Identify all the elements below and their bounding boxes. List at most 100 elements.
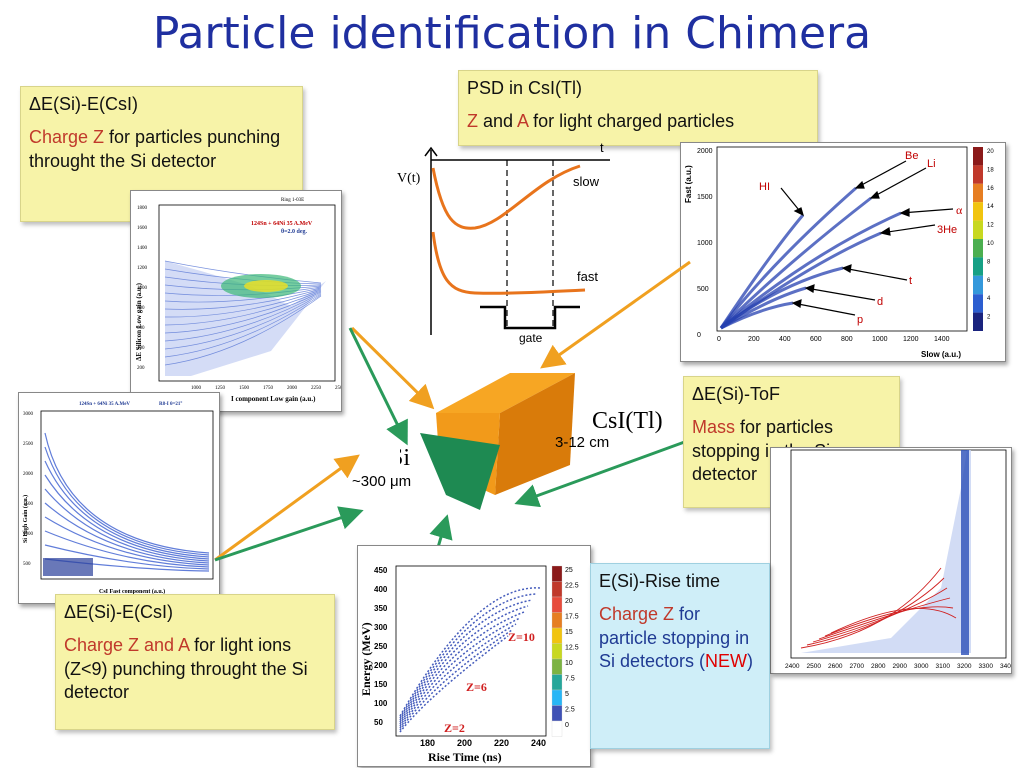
y-tick-label: 1500	[697, 194, 713, 201]
scale-label: 10	[565, 660, 573, 667]
plot-psd-svg: 20 18 16 14 12 10 8 6 4 2 2000 1500 1000 500 0 0 200 40…	[684, 146, 994, 359]
x-tick-label: 1000	[872, 336, 888, 343]
info-box-rise-time: E(Si)-Rise time Charge Z for particle st…	[590, 563, 770, 749]
plot-x-ticks: 0 200 400 600 800 1000 1200 1400	[717, 336, 950, 343]
scale-label: 18	[987, 167, 994, 173]
x-tick-label: 240	[531, 738, 546, 748]
plot-annotation: Ring 1-03E	[281, 198, 304, 203]
arrow-top-left-to-si	[348, 327, 408, 446]
x-tick-label: 200	[748, 336, 760, 343]
x-tick-label: 2500	[807, 663, 822, 670]
x-tick-label: 2400	[785, 663, 800, 670]
plot-x-ticks: 1000 1250 1500 1750 2000 2250 2500	[191, 386, 341, 391]
plot-y-ticks: 3000 2500 2000 1500 1000 500	[23, 412, 34, 567]
v-label: V(t)	[397, 171, 421, 186]
scale-label: 15	[565, 629, 573, 636]
plot-streaks	[164, 260, 322, 366]
csi-label: CsI(Tl)	[592, 408, 663, 434]
scale-swatch	[973, 165, 983, 184]
arrow-psd-to-csi	[540, 260, 691, 369]
box-body: Charge Z and A for light ions (Z<9) punc…	[64, 635, 308, 703]
y-tick-label: 2000	[697, 148, 713, 155]
scale-swatch	[551, 565, 563, 582]
charge-streak	[164, 290, 322, 326]
scale-label: 12	[987, 223, 994, 229]
x-tick-label: 220	[494, 738, 509, 748]
plot-de-e-charge: Ring 1-03E 124Sn + 64Ni 35 A.MeV θ=2.0 d…	[130, 190, 342, 412]
scale-swatch	[551, 612, 563, 629]
slow-curve	[431, 164, 581, 230]
label-hi: HI	[759, 181, 770, 193]
charge-curve	[399, 629, 513, 731]
x-tick-label: 1500	[239, 386, 250, 391]
gate-pulse	[480, 305, 580, 330]
scale-swatch	[551, 596, 563, 613]
plot-ring: R8-I θ=21°	[159, 402, 182, 407]
x-tick-label: 200	[457, 738, 472, 748]
csi-side-face	[495, 373, 575, 495]
plot-energy-rise-time: 25 22.5 20 17.5 15 12.5 10 7.5 5 2.5 0 450 400 350 30…	[357, 545, 591, 767]
y-tick-label: 2500	[23, 442, 34, 447]
x-tick-label: 1000	[191, 386, 202, 391]
isotope-curve	[44, 544, 210, 570]
scale-swatch	[551, 674, 563, 691]
box-heading: PSD in CsI(Tl)	[467, 78, 583, 98]
scale-label: 0	[565, 722, 569, 729]
charge-streak	[164, 293, 322, 350]
scale-label: 2	[987, 315, 991, 321]
x-tick-label: 2900	[893, 663, 908, 670]
arrow-top-left-to-csi	[350, 326, 435, 410]
psd-timing-diagram: V(t) t slow fast gate	[395, 140, 615, 345]
box-heading: ΔE(Si)-ToF	[692, 384, 781, 404]
info-box-de-si-csi-charge: ΔE(Si)-E(CsI) Charge Z for particles pun…	[20, 86, 303, 222]
arrow-ml-to-csi	[214, 454, 360, 562]
y-tick-label: 0	[697, 332, 701, 339]
box-body: Z and A for light charged particles	[467, 111, 735, 132]
color-scale: 20 18 16 14 12 10 8 6 4 2	[973, 147, 994, 331]
scale-swatch	[973, 183, 983, 203]
charge-curve	[399, 617, 521, 727]
box-heading: E(Si)-Rise time	[599, 571, 721, 591]
y-tick-label: 1000	[23, 532, 34, 537]
y-tick-label: 200	[374, 661, 388, 670]
plot-x-ticks: 180 200 220 240	[420, 738, 546, 748]
info-box-psd: PSD in CsI(Tl) Z and A for light charged…	[458, 70, 818, 146]
scale-swatch	[973, 294, 983, 313]
y-tick-label: 1400	[137, 246, 148, 251]
label-d: d	[877, 296, 883, 308]
scale-swatch	[551, 658, 563, 675]
scale-swatch	[973, 312, 983, 331]
y-tick-label: 100	[374, 699, 388, 708]
box-heading: ΔE(Si)-E(CsI)	[29, 94, 139, 114]
label-z2: Z=2	[444, 721, 465, 735]
plot-psd-fast-slow: 20 18 16 14 12 10 8 6 4 2 2000 1500 1000 500 0 0 200 40…	[680, 142, 1006, 362]
plot-y-label: Energy (MeV)	[359, 622, 373, 696]
charge-streak	[164, 295, 322, 366]
v-axis-arrow	[424, 146, 438, 157]
scale-swatch	[551, 689, 563, 706]
scale-label: 4	[987, 296, 991, 302]
x-tick-label: 2700	[850, 663, 865, 670]
plot-rise-svg: 25 22.5 20 17.5 15 12.5 10 7.5 5 2.5 0 450 400 350 30…	[359, 565, 579, 764]
isotope-curve	[44, 446, 210, 556]
isotope-curve	[44, 460, 210, 558]
particle-band	[720, 301, 794, 330]
scale-label: 25	[565, 567, 573, 574]
gate-label: gate	[519, 331, 543, 345]
label-t: t	[909, 275, 912, 287]
x-tick-label: 1750	[263, 386, 274, 391]
scale-swatch	[551, 705, 563, 722]
scale-label: 10	[987, 241, 994, 247]
plot-de-tof: 2400 2500 2600 2700 2800 2900 3000 3100 3200 3300…	[770, 447, 1012, 674]
slow-label: slow	[573, 174, 600, 189]
charge-streak	[164, 294, 322, 358]
y-tick-label: 600	[137, 326, 145, 331]
si-size-label: ~300 μm	[352, 473, 412, 490]
plot-y-ticks: 2000 1500 1000 500 0	[697, 148, 713, 339]
particle-band	[719, 196, 872, 330]
y-tick-label: 150	[374, 680, 388, 689]
charge-streak	[164, 260, 322, 284]
plot-ml-svg: 124Sn + 64Ni 35 A.MeV R8-I θ=21° 3000 250…	[22, 402, 214, 595]
arrow-tof-to-si	[514, 438, 691, 508]
x-tick-label: 400	[779, 336, 791, 343]
